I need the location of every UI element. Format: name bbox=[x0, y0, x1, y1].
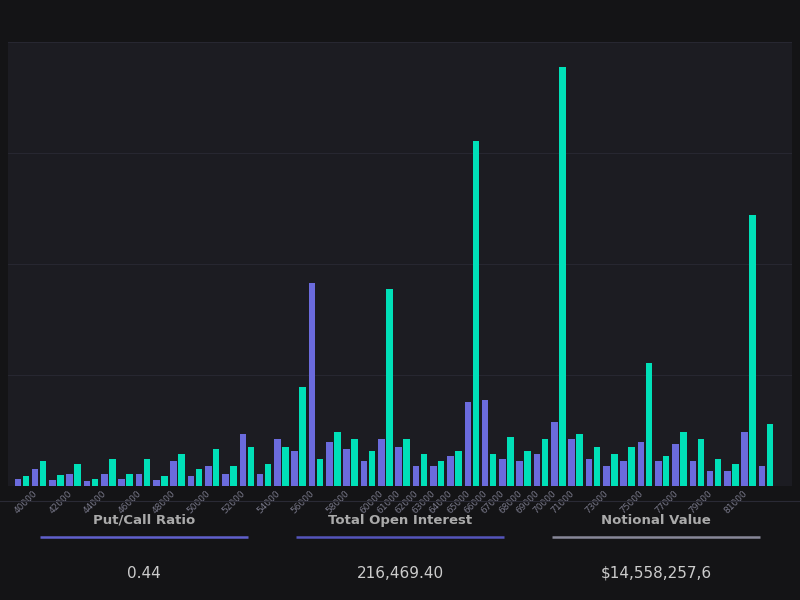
Bar bbox=[517, 461, 523, 486]
Bar bbox=[66, 473, 73, 486]
Bar bbox=[239, 434, 246, 486]
Bar bbox=[299, 388, 306, 486]
Bar bbox=[136, 473, 142, 486]
Bar bbox=[732, 464, 738, 486]
Bar bbox=[707, 471, 714, 486]
Bar bbox=[663, 457, 670, 486]
Bar bbox=[413, 466, 419, 486]
Bar bbox=[551, 422, 558, 486]
Bar bbox=[334, 432, 341, 486]
Bar bbox=[473, 140, 479, 486]
Bar bbox=[126, 473, 133, 486]
Bar bbox=[118, 479, 125, 486]
Bar bbox=[57, 475, 64, 486]
Bar bbox=[351, 439, 358, 486]
Bar bbox=[343, 449, 350, 486]
Bar bbox=[628, 446, 635, 486]
Bar bbox=[482, 400, 489, 486]
Bar bbox=[247, 446, 254, 486]
Bar bbox=[766, 424, 774, 486]
Text: Total Open Interest: Total Open Interest bbox=[328, 514, 472, 527]
Bar bbox=[525, 451, 531, 486]
Bar bbox=[153, 480, 160, 486]
Bar bbox=[170, 461, 177, 486]
Bar bbox=[690, 461, 696, 486]
Bar bbox=[40, 461, 46, 486]
Bar bbox=[455, 451, 462, 486]
Bar bbox=[646, 362, 652, 486]
Bar bbox=[465, 402, 471, 486]
Bar bbox=[317, 459, 323, 486]
Bar bbox=[403, 439, 410, 486]
Bar bbox=[620, 461, 627, 486]
Bar bbox=[309, 283, 315, 486]
Bar bbox=[361, 461, 367, 486]
Bar bbox=[568, 439, 575, 486]
Bar bbox=[594, 446, 600, 486]
Bar bbox=[421, 454, 427, 486]
Bar bbox=[378, 439, 385, 486]
Bar bbox=[326, 442, 333, 486]
Bar bbox=[750, 215, 756, 486]
Bar bbox=[542, 439, 548, 486]
Bar bbox=[109, 459, 116, 486]
Bar bbox=[490, 454, 496, 486]
Bar bbox=[14, 479, 21, 486]
Bar bbox=[499, 459, 506, 486]
Bar bbox=[369, 451, 375, 486]
Bar bbox=[576, 434, 583, 486]
Bar bbox=[611, 454, 618, 486]
Bar bbox=[603, 466, 610, 486]
Bar bbox=[222, 473, 229, 486]
Bar bbox=[680, 432, 686, 486]
Bar bbox=[74, 464, 81, 486]
Bar bbox=[196, 469, 202, 486]
Bar bbox=[559, 67, 566, 486]
Bar bbox=[507, 437, 514, 486]
Bar bbox=[291, 451, 298, 486]
Bar bbox=[655, 461, 662, 486]
Bar bbox=[84, 481, 90, 486]
Bar bbox=[430, 466, 437, 486]
Bar bbox=[672, 444, 679, 486]
Text: Put/Call Ratio: Put/Call Ratio bbox=[93, 514, 195, 527]
Bar bbox=[274, 439, 281, 486]
Bar bbox=[638, 442, 644, 486]
Bar bbox=[758, 466, 766, 486]
Bar bbox=[49, 480, 56, 486]
Bar bbox=[586, 459, 592, 486]
Bar bbox=[386, 289, 393, 486]
Bar bbox=[144, 459, 150, 486]
Bar bbox=[447, 457, 454, 486]
Bar bbox=[213, 449, 219, 486]
Text: 216,469.40: 216,469.40 bbox=[357, 565, 443, 581]
Bar bbox=[724, 471, 730, 486]
Bar bbox=[92, 479, 98, 486]
Bar bbox=[395, 446, 402, 486]
Bar bbox=[698, 439, 704, 486]
Bar bbox=[22, 476, 29, 486]
Bar bbox=[438, 461, 445, 486]
Bar bbox=[534, 454, 540, 486]
Text: Notional Value: Notional Value bbox=[601, 514, 711, 527]
Bar bbox=[205, 466, 211, 486]
Bar bbox=[715, 459, 722, 486]
Bar bbox=[265, 464, 271, 486]
Text: $14,558,257,6: $14,558,257,6 bbox=[601, 565, 711, 581]
Bar bbox=[32, 469, 38, 486]
Bar bbox=[282, 446, 289, 486]
Bar bbox=[178, 454, 185, 486]
Bar bbox=[101, 473, 108, 486]
Bar bbox=[188, 476, 194, 486]
Bar bbox=[161, 476, 167, 486]
Bar bbox=[742, 432, 748, 486]
Bar bbox=[257, 473, 263, 486]
Bar bbox=[230, 466, 237, 486]
Text: 0.44: 0.44 bbox=[127, 565, 161, 581]
